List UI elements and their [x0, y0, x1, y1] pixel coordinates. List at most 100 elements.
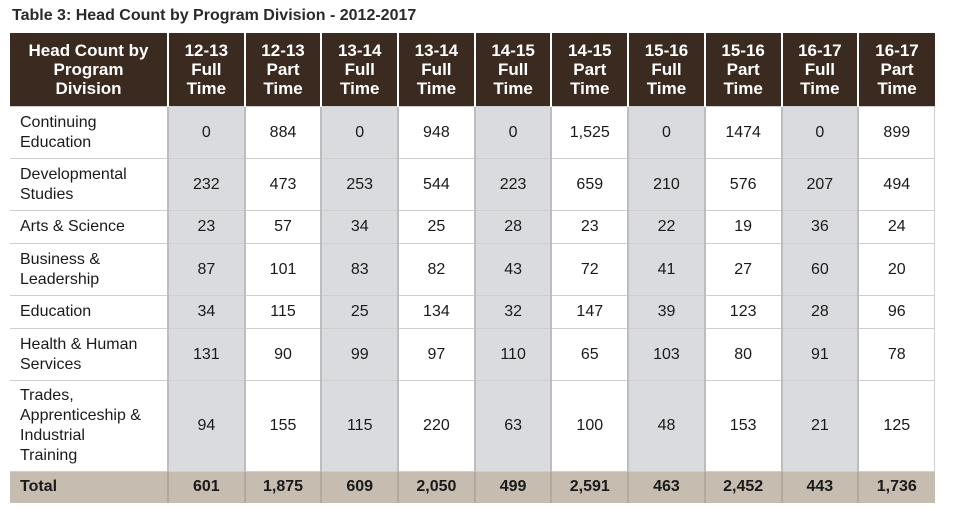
column-header-line: Division [55, 79, 122, 98]
table-cell: 210 [627, 158, 706, 211]
column-header-line: 15-16 [644, 41, 689, 60]
table-cell: 110 [473, 328, 552, 381]
table-cell: 96 [857, 295, 936, 329]
table-body: Continuing Education 0 884 0 948 0 1,525 0 1474 0 8… [10, 106, 936, 503]
column-header-line: 16-17 [875, 41, 919, 60]
row-label: Continuing Education [10, 106, 169, 159]
table-cell: 60 [780, 243, 859, 296]
column-header-line: Part [266, 60, 300, 79]
column-header-line: Time [263, 79, 303, 98]
column-header-line: Full [804, 60, 835, 79]
column-header-line: Full [651, 60, 682, 79]
table-cell: 473 [243, 158, 322, 211]
table-cell: 90 [243, 328, 322, 381]
table-cell: 57 [243, 210, 322, 244]
table-cell: 21 [780, 380, 859, 472]
row-label-line: Industrial [20, 427, 85, 444]
row-label-line: Health & Human [20, 335, 138, 353]
column-header-line: Time [416, 79, 457, 98]
table-row: Developmental Studies 232 473 253 544 223 659 21… [10, 158, 936, 211]
table-cell: 576 [703, 158, 782, 211]
table-cell: 232 [167, 158, 246, 211]
table-cell: 220 [397, 380, 476, 472]
column-header: 16-17 Part Time [858, 33, 935, 107]
total-cell: 2,591 [550, 471, 629, 503]
row-label: Business & Leadership [10, 243, 169, 296]
column-header-line: Full [421, 60, 452, 79]
column-header-line: 14-15 [491, 41, 535, 60]
table-cell: 34 [320, 210, 399, 244]
total-cell: 443 [780, 471, 859, 503]
table-cell: 72 [550, 243, 629, 296]
table-cell: 99 [320, 328, 399, 381]
column-header: 14-15 Full Time [474, 33, 553, 107]
table-cell: 48 [627, 380, 706, 472]
row-label: Arts & Science [10, 210, 169, 244]
row-label-line: Trades, [20, 387, 74, 404]
row-label-line: Apprenticeship & [20, 407, 141, 424]
table-cell: 23 [167, 210, 246, 244]
table-cell: 103 [627, 328, 706, 381]
table-cell: 63 [473, 380, 552, 472]
row-label: Health & Human Services [10, 328, 169, 381]
table-cell: 0 [320, 106, 399, 159]
column-header: 13-14 Full Time [321, 33, 400, 107]
table-cell: 101 [243, 243, 322, 296]
row-label-line: Business & [20, 250, 101, 268]
table-cell: 1474 [703, 106, 782, 159]
total-cell: 1,875 [243, 471, 322, 503]
table-cell: 97 [397, 328, 476, 381]
column-header-line: Time [646, 79, 687, 98]
table-row: Arts & Science 23 57 34 25 28 23 22 19 36 24 [10, 210, 936, 244]
row-label-line: Studies [20, 185, 74, 203]
column-header: 15-16 Part Time [704, 33, 783, 107]
column-header-division: Head Count by Program Division [10, 33, 169, 107]
row-label: Developmental Studies [10, 158, 169, 211]
table-cell: 36 [780, 210, 859, 244]
table-cell: 32 [473, 295, 552, 329]
total-cell: 2,050 [397, 471, 476, 503]
row-label-line: Training [20, 447, 78, 464]
table-cell: 0 [627, 106, 706, 159]
column-header-line: Time [186, 79, 227, 98]
table-cell: 28 [473, 210, 552, 244]
row-label-line: Education [20, 133, 92, 151]
table-cell: 87 [167, 243, 246, 296]
total-cell: 609 [320, 471, 399, 503]
total-cell: 463 [627, 471, 706, 503]
table-cell: 27 [703, 243, 782, 296]
column-header: 15-16 Full Time [628, 33, 706, 107]
table-cell: 123 [703, 295, 782, 329]
column-header-line: Part [573, 60, 607, 79]
column-header-line: Time [570, 79, 610, 98]
row-label-line: Developmental [20, 165, 127, 183]
row-label: Trades, Apprenticeship & Industrial Trainin… [10, 380, 169, 472]
total-row: Total 601 1,875 609 2,050 499 2,591 463 2,452 443… [10, 471, 936, 503]
table-cell: 223 [473, 158, 552, 211]
table-row: Education 34 115 25 134 32 147 39 123 28 96 [10, 295, 936, 329]
column-header-line: Time [723, 79, 763, 98]
table-cell: 94 [167, 380, 246, 472]
table-caption: Table 3: Head Count by Program Division … [12, 7, 417, 24]
column-header: 12-13 Part Time [244, 33, 323, 107]
table-cell: 20 [857, 243, 936, 296]
table-cell: 25 [320, 295, 399, 329]
row-label-line: Continuing [20, 113, 97, 131]
table-cell: 43 [473, 243, 552, 296]
table-cell: 115 [243, 295, 322, 329]
table-cell: 899 [857, 106, 936, 159]
column-header-line: Program [53, 60, 124, 79]
table-cell: 91 [780, 328, 859, 381]
table-cell: 0 [167, 106, 246, 159]
table-cell: 147 [550, 295, 629, 329]
column-header-line: Full [497, 60, 529, 79]
column-header-line: 16-17 [798, 41, 842, 60]
total-cell: 499 [473, 471, 552, 503]
table-cell: 948 [397, 106, 476, 159]
table-cell: 28 [780, 295, 859, 329]
table-cell: 23 [550, 210, 629, 244]
table-cell: 65 [550, 328, 629, 381]
column-header-line: 15-16 [721, 41, 765, 60]
header-row: Head Count by Program Division 12-13 Full Tim… [10, 33, 935, 107]
table-row: Trades, Apprenticeship & Industrial Trainin… [10, 380, 936, 472]
